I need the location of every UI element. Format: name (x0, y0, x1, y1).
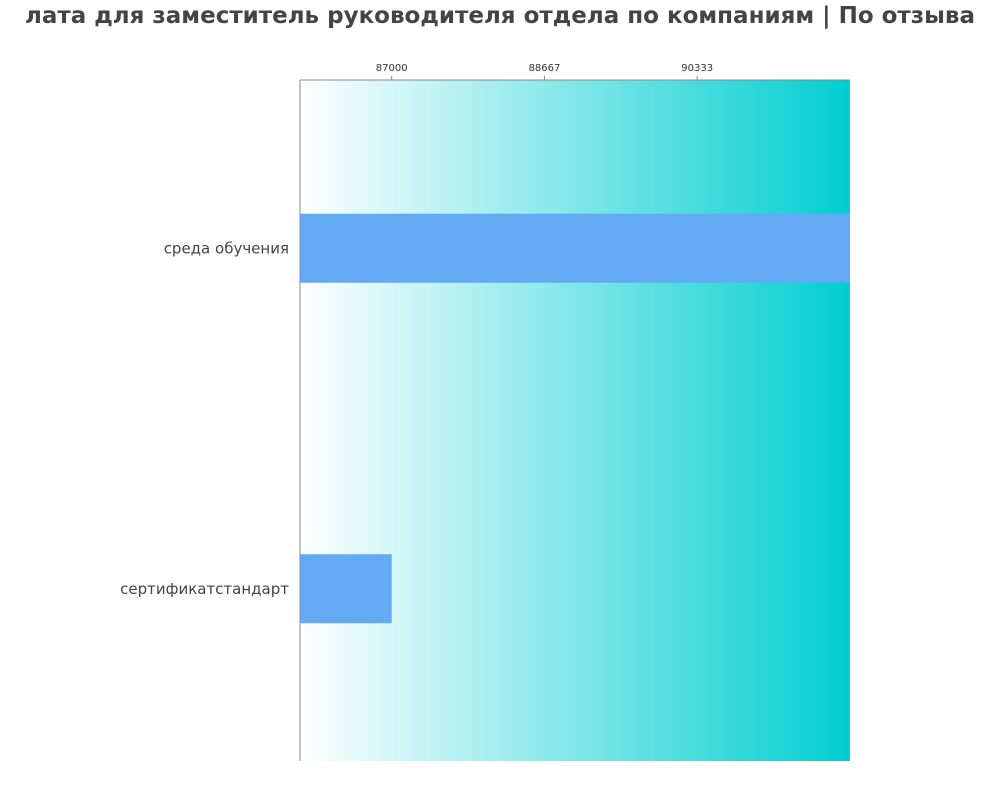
bar (300, 554, 392, 624)
chart-title: лата для заместитель руководителя отдела… (25, 3, 975, 29)
category-label: сертификатстандарт (120, 580, 289, 598)
bar (300, 213, 850, 283)
category-label: среда обучения (164, 239, 289, 257)
x-tick-label: 90333 (681, 63, 713, 74)
x-tick-label: 88667 (529, 63, 561, 74)
x-tick-label: 87000 (376, 63, 408, 74)
plot-background (300, 80, 850, 761)
